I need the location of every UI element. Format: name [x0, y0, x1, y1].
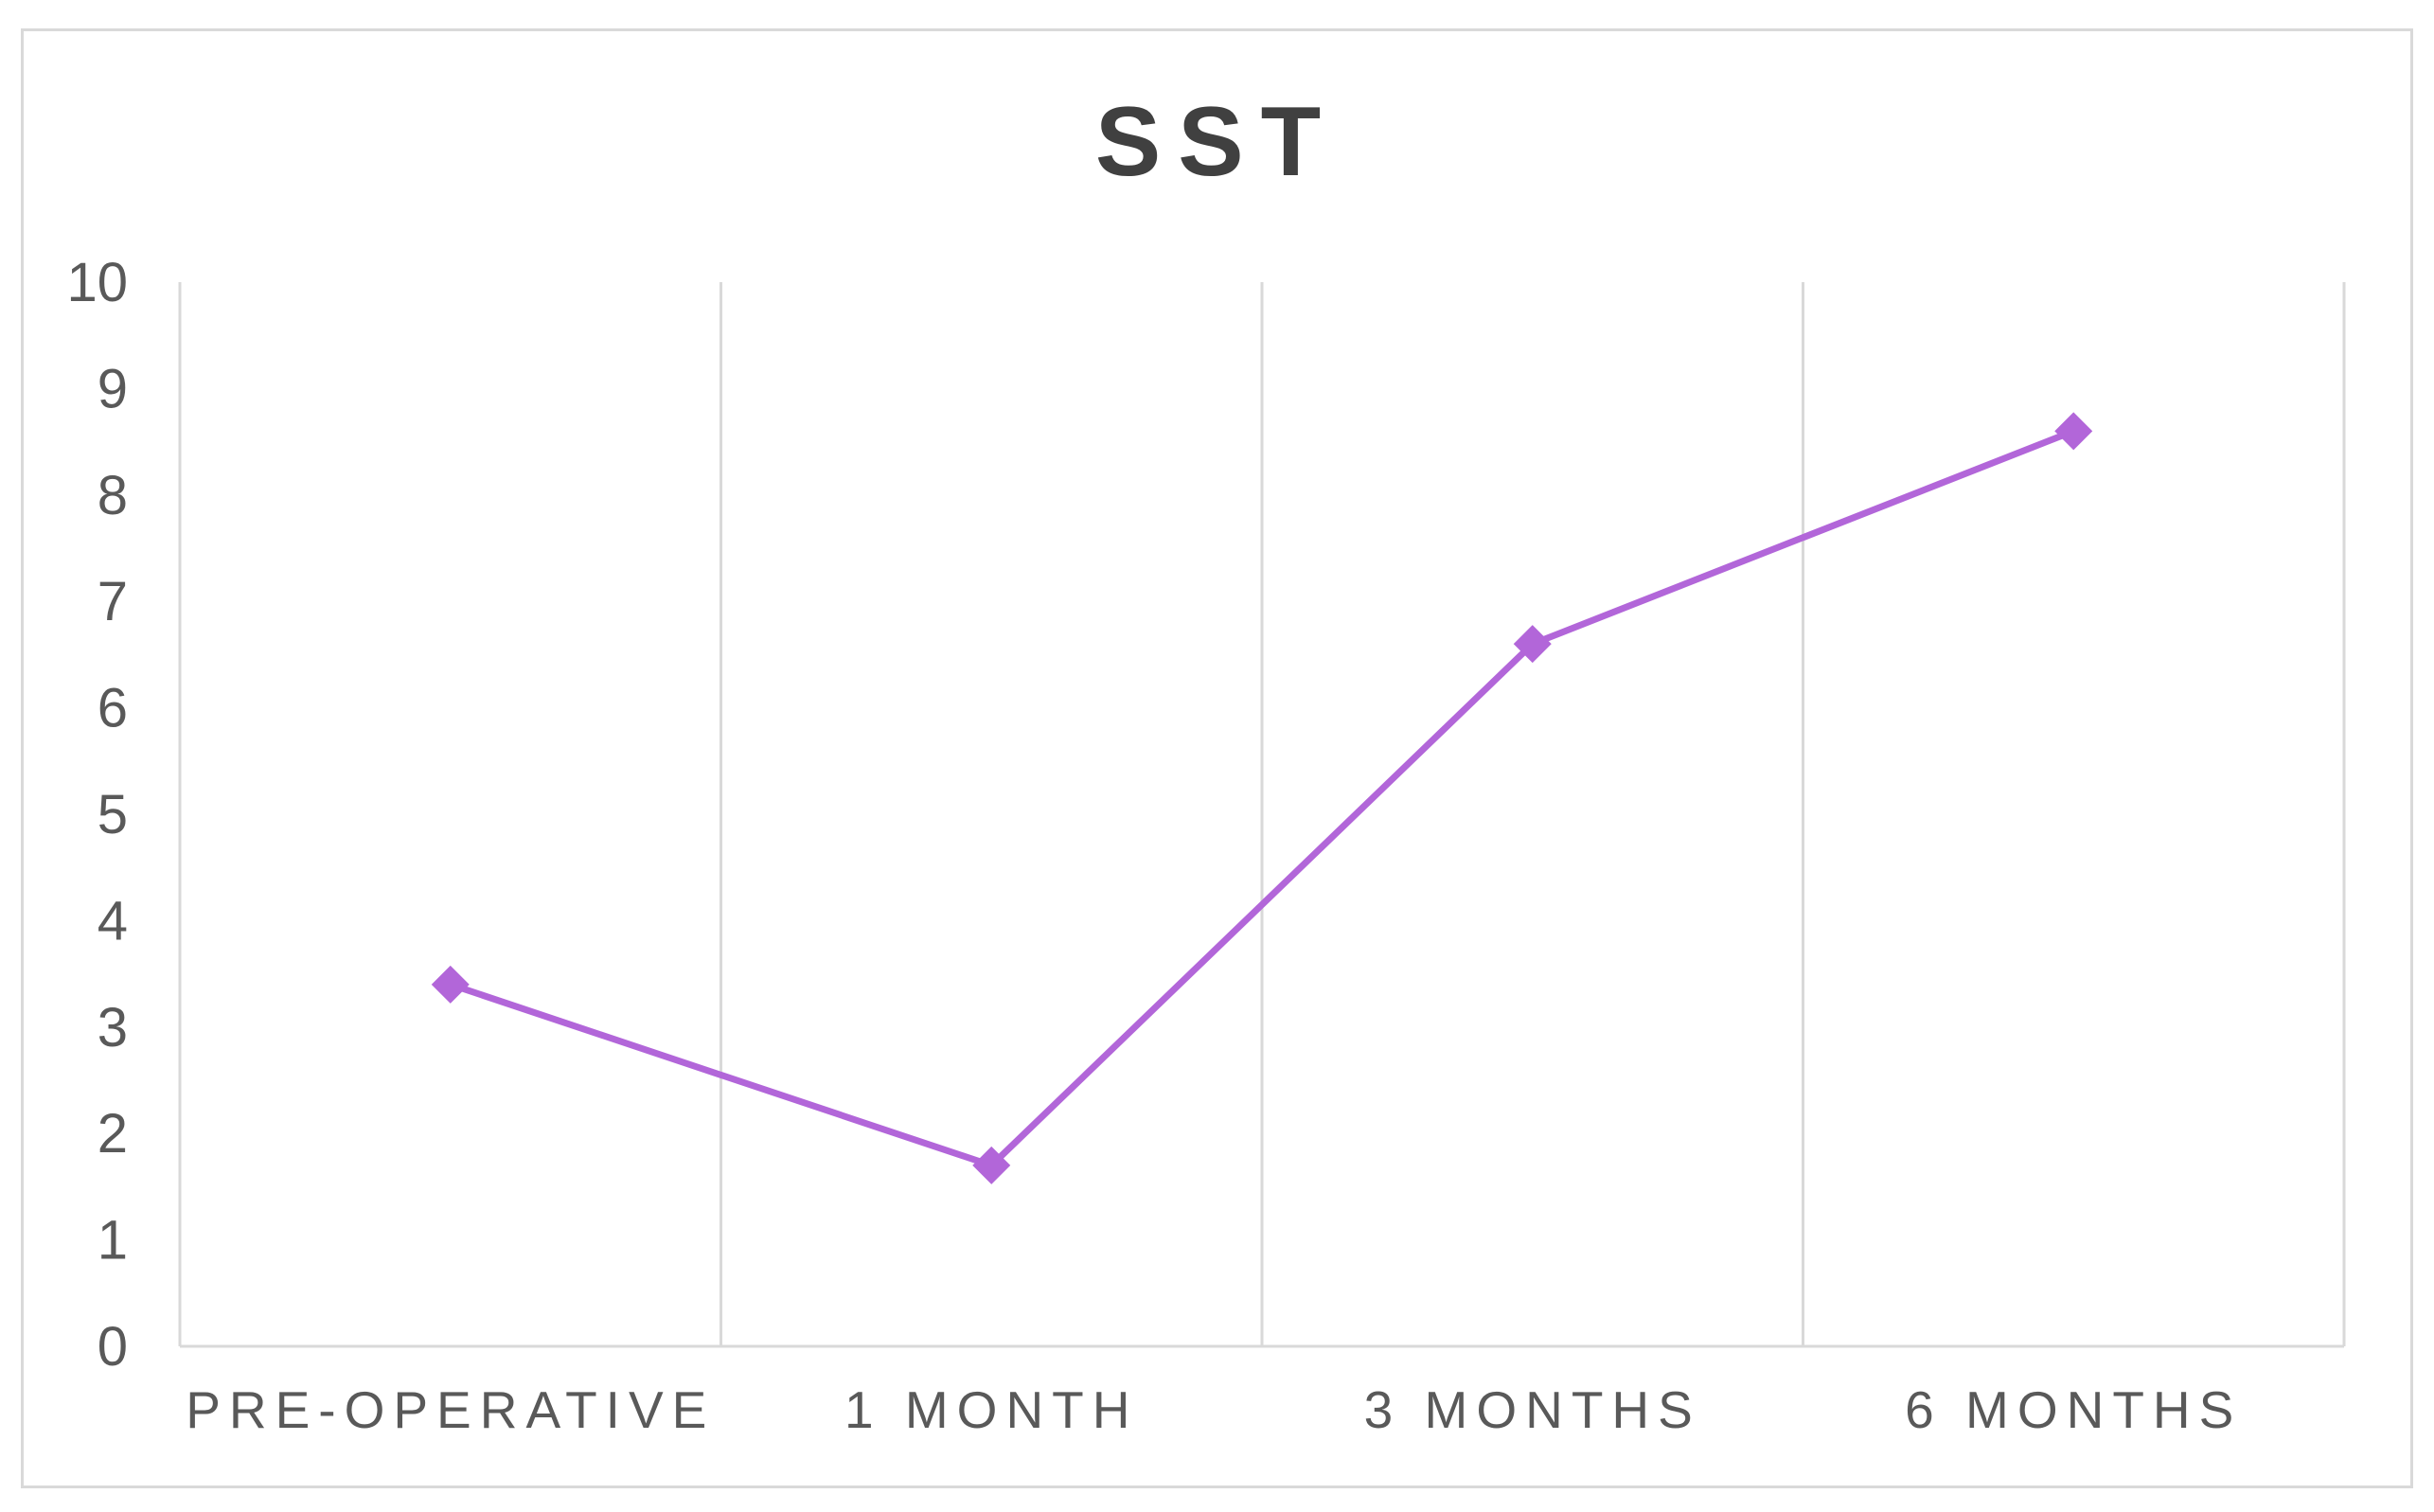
data-point-marker — [2054, 412, 2093, 451]
y-tick-label: 0 — [98, 1316, 128, 1378]
gridlines — [178, 282, 2346, 1348]
data-point-marker — [972, 1146, 1011, 1184]
x-tick-label: 1 MONTH — [844, 1380, 1139, 1439]
series-line — [449, 428, 2075, 1169]
y-tick-label: 9 — [98, 358, 128, 419]
x-tick-label: 3 MONTHS — [1364, 1380, 1701, 1439]
data-point-marker — [1513, 625, 1552, 664]
y-tick-label: 1 — [98, 1210, 128, 1272]
y-tick-label: 8 — [98, 465, 128, 526]
y-tick-label: 10 — [66, 252, 128, 313]
x-axis-ticks: PRE-OPERATIVE 1 MONTH 3 MONTHS 6 MONTHS — [186, 1380, 2242, 1439]
y-tick-label: 6 — [98, 678, 128, 739]
y-tick-label: 2 — [98, 1103, 128, 1165]
chart-title: SST — [1095, 87, 1338, 197]
chart-frame — [21, 28, 2413, 1488]
series-layer — [431, 412, 2093, 1184]
y-axis-ticks: 0 1 2 3 4 5 6 7 8 9 10 — [66, 252, 128, 1378]
x-tick-label: PRE-OPERATIVE — [186, 1380, 715, 1439]
y-tick-label: 5 — [98, 784, 128, 845]
x-tick-label: 6 MONTHS — [1905, 1380, 2242, 1439]
y-tick-label: 4 — [98, 890, 128, 952]
y-tick-label: 7 — [98, 571, 128, 632]
y-tick-label: 3 — [98, 997, 128, 1058]
data-point-marker — [431, 965, 470, 1004]
